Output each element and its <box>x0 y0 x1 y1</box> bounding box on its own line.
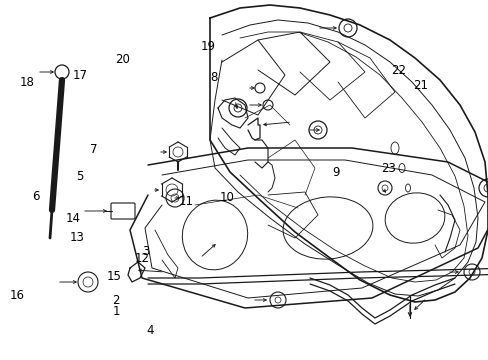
Text: 21: 21 <box>412 79 427 92</box>
Text: 20: 20 <box>115 53 129 66</box>
Text: 9: 9 <box>332 166 339 179</box>
Text: 16: 16 <box>10 289 25 302</box>
Text: 18: 18 <box>20 76 34 89</box>
Text: 11: 11 <box>178 195 193 208</box>
Text: 2: 2 <box>112 294 120 307</box>
Text: 10: 10 <box>220 191 234 204</box>
Text: 17: 17 <box>72 69 87 82</box>
Text: 5: 5 <box>76 170 83 183</box>
Text: 3: 3 <box>142 246 149 258</box>
Text: 19: 19 <box>200 40 215 53</box>
Text: 8: 8 <box>210 71 217 84</box>
Text: 14: 14 <box>66 212 81 225</box>
Text: 15: 15 <box>106 270 121 283</box>
Text: 4: 4 <box>146 324 154 337</box>
Text: 13: 13 <box>69 231 84 244</box>
Text: 1: 1 <box>112 305 120 318</box>
Text: 7: 7 <box>90 143 98 156</box>
Text: 6: 6 <box>32 190 39 203</box>
Text: 12: 12 <box>134 252 149 265</box>
Text: 22: 22 <box>390 64 406 77</box>
Text: 23: 23 <box>381 162 395 175</box>
